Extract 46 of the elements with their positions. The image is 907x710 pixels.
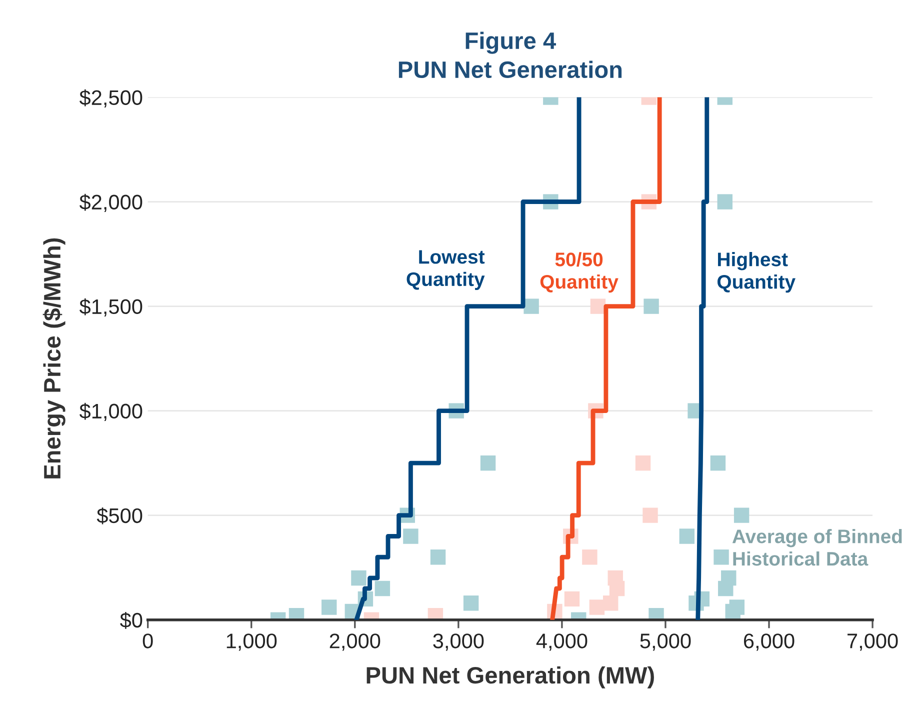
y-tick-label: $500 (96, 507, 142, 524)
point (679, 528, 695, 544)
x-tick-label: 6,000 (744, 634, 794, 651)
series-label: Highest Quantity (718, 252, 796, 293)
y-axis-title: Energy Price ($/MWh) (42, 238, 66, 478)
point (710, 455, 726, 471)
point (644, 298, 659, 314)
y-tick-label: $0 (120, 612, 142, 629)
x-tick-label: 7,000 (848, 634, 898, 651)
point (463, 596, 479, 611)
point (582, 550, 598, 565)
line-series (696, 97, 710, 620)
point (609, 580, 625, 596)
x-tick-label: 0 (142, 634, 153, 648)
point (642, 508, 658, 523)
point (589, 600, 605, 615)
point (480, 455, 496, 471)
point (729, 600, 745, 615)
chart-title: Figure 4 PUN Net Generation (398, 32, 622, 78)
y-tick-label: $2,000 (79, 194, 142, 212)
point (718, 580, 734, 596)
series-label: 50/50 Quantity (540, 252, 618, 293)
point (714, 550, 729, 565)
point (374, 580, 390, 596)
point (403, 528, 418, 544)
point (524, 298, 539, 314)
point (564, 591, 580, 607)
y-tick-label: $1,000 (79, 402, 142, 422)
point (734, 508, 750, 523)
point (590, 298, 606, 314)
point (351, 570, 366, 586)
x-tick-label: 1,000 (226, 634, 277, 651)
point (717, 194, 733, 210)
series-label: Lowest Quantity (406, 250, 485, 290)
series-label: Average of Binned Historical Data (732, 529, 902, 566)
point (603, 596, 618, 611)
x-axis-title: PUN Net Generation (MW) (366, 666, 654, 688)
x-tick-label: 4,000 (536, 634, 588, 651)
y-tick-label: $1,500 (79, 298, 142, 317)
x-tick-label: 2,000 (330, 634, 380, 651)
point (430, 550, 446, 565)
x-tick-label: 3,000 (433, 634, 484, 651)
point (635, 455, 651, 471)
point (322, 600, 337, 615)
x-tick-label: 5,000 (640, 634, 691, 651)
y-tick-label: $2,500 (79, 89, 142, 108)
